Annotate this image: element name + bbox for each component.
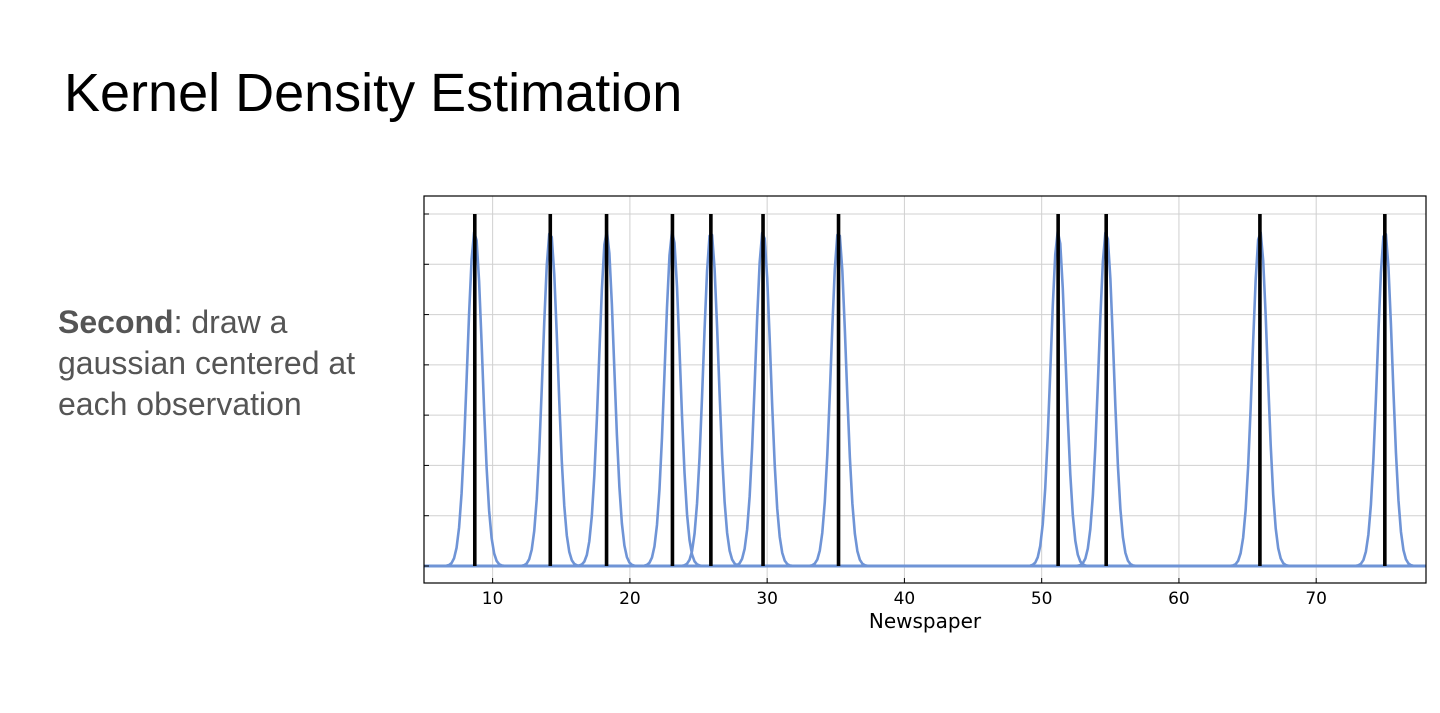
x-tick-label-2: 30: [756, 589, 778, 609]
slide-note-bold: Second: [58, 304, 174, 340]
x-axis-label: Newspaper: [869, 609, 982, 633]
x-tick-label-4: 50: [1031, 589, 1053, 609]
x-tick-label-3: 40: [894, 589, 916, 609]
x-tick-label-1: 20: [619, 589, 641, 609]
slide-note: Second: draw a gaussian centered at each…: [58, 302, 388, 425]
slide-note-text: : draw a gaussian centered at each obser…: [58, 304, 356, 422]
x-tick-labels: 10 20 30 40 50 60 70: [424, 213, 1327, 609]
plot-frame: [423, 195, 1427, 584]
observation-lines: [472, 214, 1387, 566]
slide-title: Kernel Density Estimation: [64, 63, 683, 123]
x-tick-label-5: 60: [1168, 589, 1190, 609]
x-tick-label-0: 10: [482, 589, 504, 609]
x-tick-label-6: 70: [1305, 589, 1327, 609]
